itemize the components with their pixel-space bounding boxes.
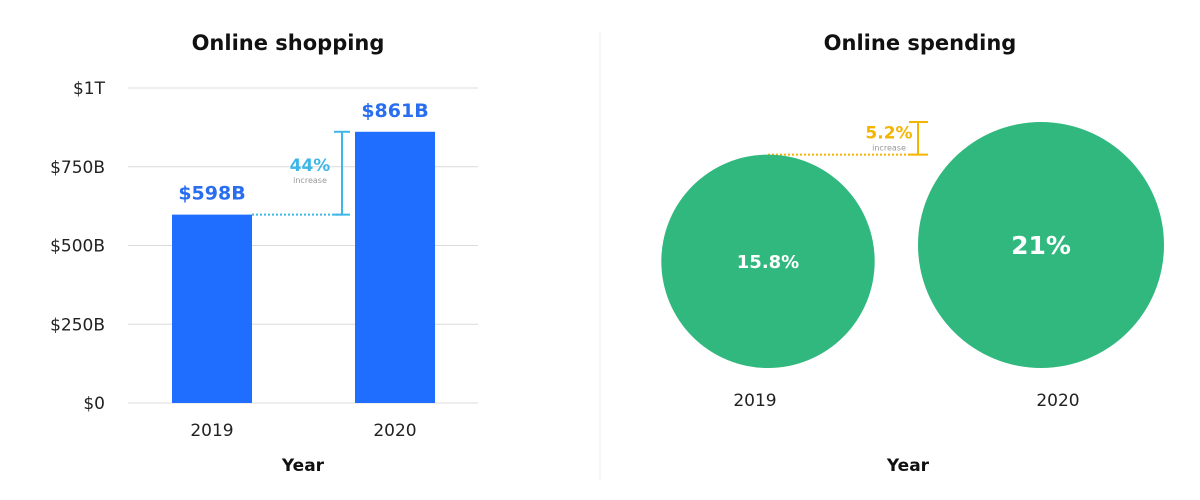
y-tick-label: $750B (50, 158, 105, 178)
bubbles: 15.8% 21% (661, 122, 1164, 368)
bar-value-labels: $598B $861B (178, 100, 428, 205)
increase-caption: increase (293, 176, 327, 185)
x-axis-title: Year (281, 456, 325, 476)
x-axis-ticks: 2019 2020 (190, 421, 416, 441)
online-shopping-chart: Online shopping $0 $250B $500B $750B $1T 201… (50, 31, 478, 476)
y-tick-label: $0 (83, 394, 105, 414)
x-tick-label: 2019 (190, 421, 233, 441)
x-tick-label: 2020 (373, 421, 416, 441)
increase-caption: increase (872, 143, 906, 152)
x-axis-ticks: 2019 2020 (733, 391, 1079, 411)
y-tick-label: $1T (73, 79, 106, 99)
bubble-value-label: 15.8% (737, 252, 799, 273)
increase-annotation: 44%increase (252, 130, 350, 216)
y-tick-label: $250B (50, 315, 105, 335)
chart-title: Online shopping (192, 31, 385, 55)
y-tick-label: $500B (50, 237, 105, 257)
x-tick-label: 2020 (1036, 391, 1079, 411)
increase-annotation: 5.2%increase (768, 121, 928, 156)
online-spending-chart: Online spending 5.2%increase 15.8% 21% 20… (661, 31, 1164, 476)
chart-title: Online spending (824, 31, 1017, 55)
x-axis-title: Year (886, 456, 930, 476)
increase-value: 44% (290, 156, 331, 176)
bubble-value-label: 21% (1011, 231, 1071, 260)
x-tick-label: 2019 (733, 391, 776, 411)
y-axis-ticks: $0 $250B $500B $750B $1T (50, 79, 106, 414)
bubble (918, 122, 1164, 368)
bar-value-label: $861B (361, 100, 428, 122)
bubble (661, 154, 875, 368)
bar (355, 131, 435, 403)
bars (172, 131, 435, 403)
bar-value-label: $598B (178, 183, 245, 205)
bar (172, 214, 252, 403)
increase-value: 5.2% (865, 123, 912, 143)
